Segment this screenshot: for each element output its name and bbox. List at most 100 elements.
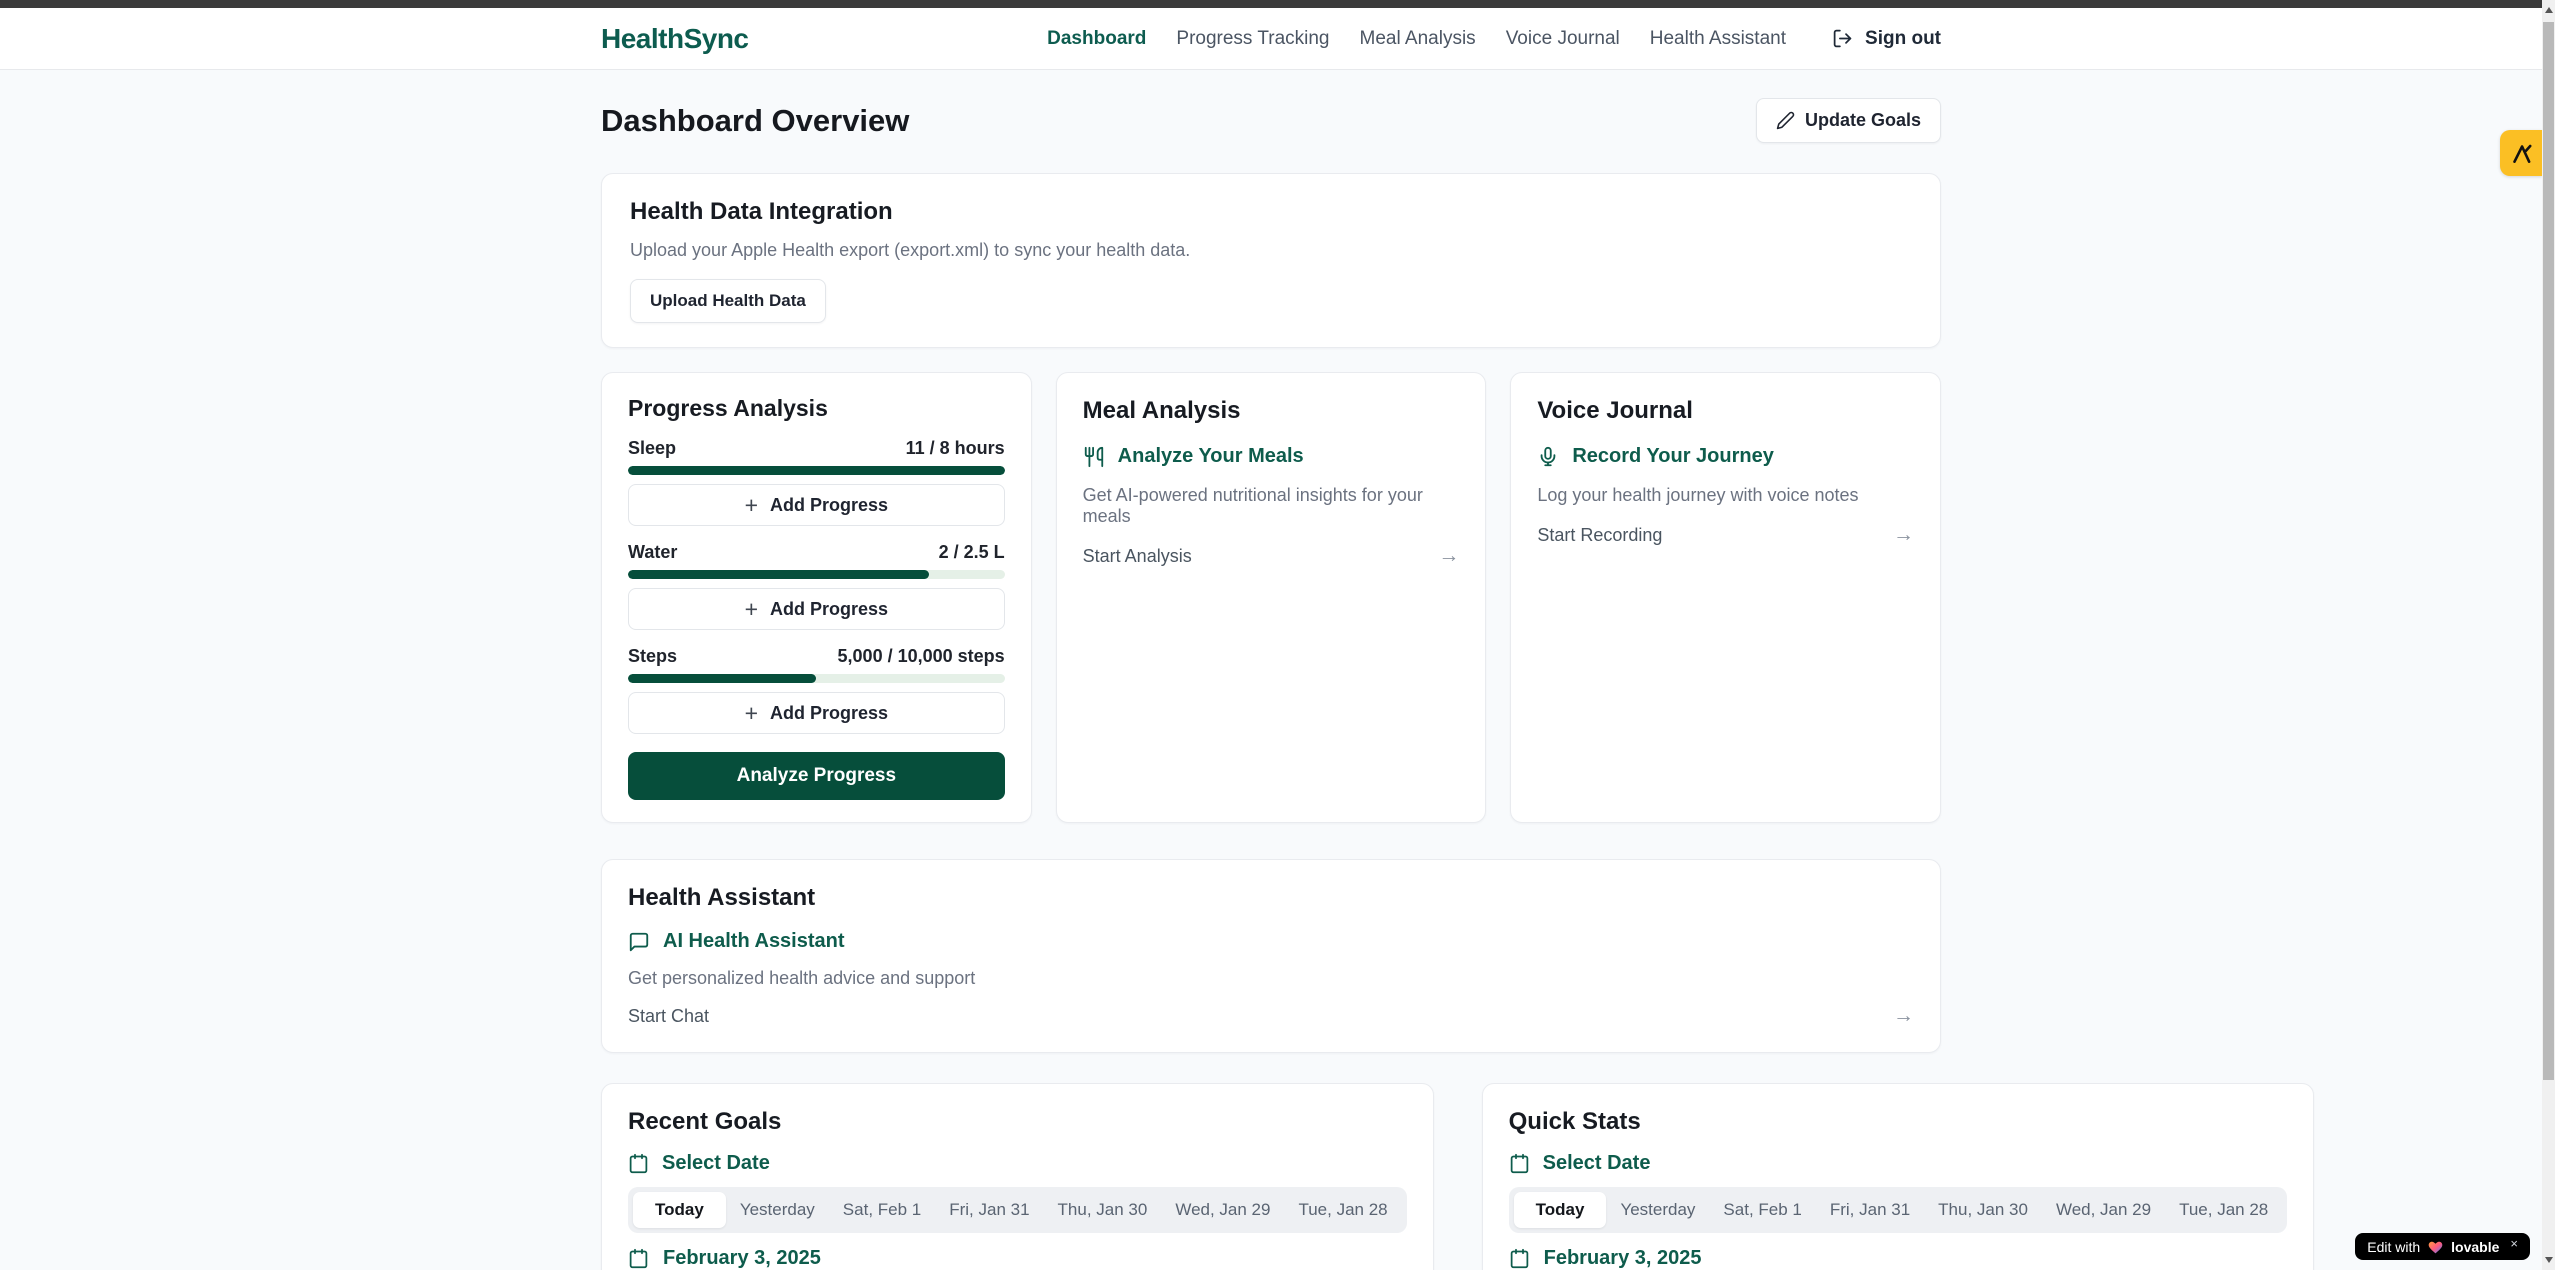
card-title: Health Assistant	[628, 884, 816, 911]
card-title: Recent Goals	[628, 1108, 782, 1135]
upload-health-data-button[interactable]: Upload Health Data	[630, 279, 826, 323]
ai-health-assistant-link[interactable]: AI Health Assistant	[628, 930, 1914, 953]
quick-stats-selected-date[interactable]: February 3, 2025	[1509, 1247, 2288, 1270]
lovable-side-badge[interactable]	[2500, 130, 2542, 176]
progress-fill	[628, 674, 817, 683]
calendar-icon	[1509, 1153, 1530, 1174]
sign-out-label: Sign out	[1865, 27, 1941, 49]
vertical-scrollbar[interactable]	[2542, 0, 2555, 1270]
calendar-icon	[1509, 1248, 1530, 1269]
tab-wed-jan-29[interactable]: Wed, Jan 29	[1175, 1200, 1271, 1219]
tab-sat-feb-1[interactable]: Sat, Feb 1	[1723, 1200, 1802, 1219]
steps-metric: Steps 5,000 / 10,000 steps + Add Progres…	[628, 646, 1005, 734]
analyze-progress-button[interactable]: Analyze Progress	[628, 752, 1005, 800]
nav-meal-analysis[interactable]: Meal Analysis	[1359, 27, 1476, 49]
progress-fill	[628, 466, 1005, 475]
tab-tue-jan-28[interactable]: Tue, Jan 28	[2179, 1200, 2269, 1219]
tab-thu-jan-30[interactable]: Thu, Jan 30	[1938, 1200, 2028, 1219]
microphone-icon	[1537, 446, 1559, 468]
card-description: Get personalized health advice and suppo…	[628, 968, 976, 988]
meal-analysis-card: Meal Analysis Analyze Your Meals Get AI-…	[1055, 372, 1487, 823]
water-metric: Water 2 / 2.5 L + Add Progress	[628, 542, 1005, 630]
add-steps-progress-button[interactable]: + Add Progress	[628, 692, 1005, 734]
card-title: Health Data Integration	[630, 198, 893, 225]
recent-goals-selected-date[interactable]: February 3, 2025	[628, 1247, 1407, 1270]
nav-dashboard[interactable]: Dashboard	[1047, 27, 1147, 49]
calendar-icon	[628, 1248, 649, 1269]
progress-analysis-card: Progress Analysis Sleep 11 / 8 hours + A…	[601, 372, 1032, 823]
quick-stats-card: Quick Stats Select Date Today Yesterday	[1481, 1083, 2315, 1270]
metric-label: Water	[628, 542, 678, 562]
tab-tue-jan-28[interactable]: Tue, Jan 28	[1298, 1200, 1388, 1219]
tab-today[interactable]: Today	[633, 1192, 726, 1228]
nav-voice-journal[interactable]: Voice Journal	[1505, 27, 1620, 49]
app-header: HealthSync Dashboard Progress Tracking M…	[0, 8, 2542, 70]
health-data-integration-card: Health Data Integration Upload your Appl…	[601, 173, 1941, 348]
pencil-icon	[1776, 111, 1795, 130]
utensils-icon	[1083, 446, 1105, 468]
tab-today[interactable]: Today	[1513, 1192, 1607, 1228]
progress-fill	[628, 570, 930, 579]
steps-progress-bar	[628, 674, 1005, 683]
water-progress-bar	[628, 570, 1005, 579]
nav-health-assistant[interactable]: Health Assistant	[1649, 27, 1787, 49]
logout-icon	[1832, 28, 1853, 49]
tab-yesterday[interactable]: Yesterday	[1620, 1200, 1696, 1219]
main-content: Dashboard Overview Update Goals Health D…	[0, 70, 2542, 1270]
page-title: Dashboard Overview	[601, 102, 910, 138]
scrollbar-up-arrow[interactable]	[2545, 7, 2553, 13]
card-description: Log your health journey with voice notes	[1537, 485, 1859, 505]
record-your-journey-link[interactable]: Record Your Journey	[1537, 445, 1914, 468]
start-recording-action[interactable]: Start Recording →	[1537, 523, 1914, 546]
metric-value: 5,000 / 10,000 steps	[837, 646, 1005, 666]
recent-goals-card: Recent Goals Select Date Today Yesterday	[601, 1083, 1434, 1270]
metric-label: Steps	[628, 646, 678, 666]
card-title: Meal Analysis	[1082, 397, 1241, 424]
update-goals-button[interactable]: Update Goals	[1755, 98, 1941, 143]
tab-fri-jan-31[interactable]: Fri, Jan 31	[949, 1200, 1030, 1219]
tab-thu-jan-30[interactable]: Thu, Jan 30	[1057, 1200, 1148, 1219]
start-analysis-action[interactable]: Start Analysis →	[1082, 544, 1460, 567]
nav-progress-tracking[interactable]: Progress Tracking	[1176, 27, 1330, 49]
add-sleep-progress-button[interactable]: + Add Progress	[628, 484, 1005, 526]
start-chat-action[interactable]: Start Chat →	[628, 1004, 1914, 1027]
recent-goals-date-tabs: Today Yesterday Sat, Feb 1 Fri, Jan 31 T…	[628, 1187, 1407, 1233]
lovable-brand-label: lovable	[2451, 1238, 2500, 1255]
sleep-progress-bar	[628, 466, 1005, 475]
plus-icon: +	[744, 595, 759, 622]
arrow-right-icon: →	[1892, 523, 1914, 546]
tab-sat-feb-1[interactable]: Sat, Feb 1	[842, 1200, 922, 1219]
quick-stats-select-date[interactable]: Select Date	[1509, 1152, 2288, 1175]
health-assistant-card: Health Assistant AI Health Assistant Get…	[601, 859, 1941, 1053]
arrow-right-icon: →	[1893, 1004, 1914, 1027]
scrollbar-thumb[interactable]	[2543, 22, 2554, 1080]
metric-label: Sleep	[628, 438, 677, 458]
quick-stats-date-tabs: Today Yesterday Sat, Feb 1 Fri, Jan 31 T…	[1508, 1187, 2288, 1233]
window-top-strip	[0, 0, 2542, 8]
metric-value: 2 / 2.5 L	[938, 542, 1005, 562]
arrow-right-icon: →	[1438, 544, 1460, 567]
sign-out-button[interactable]: Sign out	[1832, 28, 1941, 50]
edit-with-lovable-badge[interactable]: Edit with lovable ×	[2355, 1233, 2530, 1260]
tab-wed-jan-29[interactable]: Wed, Jan 29	[2055, 1200, 2152, 1219]
card-title: Progress Analysis	[628, 395, 828, 421]
add-water-progress-button[interactable]: + Add Progress	[628, 588, 1005, 630]
recent-goals-select-date[interactable]: Select Date	[628, 1152, 1407, 1175]
tab-yesterday[interactable]: Yesterday	[739, 1200, 815, 1219]
app-logo: HealthSync	[601, 22, 749, 54]
metric-value: 11 / 8 hours	[905, 438, 1005, 458]
card-description: Upload your Apple Health export (export.…	[630, 240, 1191, 260]
tab-fri-jan-31[interactable]: Fri, Jan 31	[1829, 1200, 1911, 1219]
calendar-icon	[628, 1153, 649, 1174]
plus-icon: +	[744, 491, 759, 518]
close-icon[interactable]: ×	[2510, 1236, 2518, 1251]
main-nav: Dashboard Progress Tracking Meal Analysi…	[1047, 28, 1941, 50]
analyze-your-meals-link[interactable]: Analyze Your Meals	[1083, 445, 1460, 468]
lovable-heart-icon	[2427, 1239, 2444, 1254]
edit-with-label: Edit with	[2367, 1238, 2421, 1255]
plus-icon: +	[744, 699, 759, 726]
scrollbar-down-arrow[interactable]	[2545, 1257, 2553, 1263]
card-title: Voice Journal	[1537, 397, 1693, 424]
card-title: Quick Stats	[1508, 1108, 1641, 1135]
